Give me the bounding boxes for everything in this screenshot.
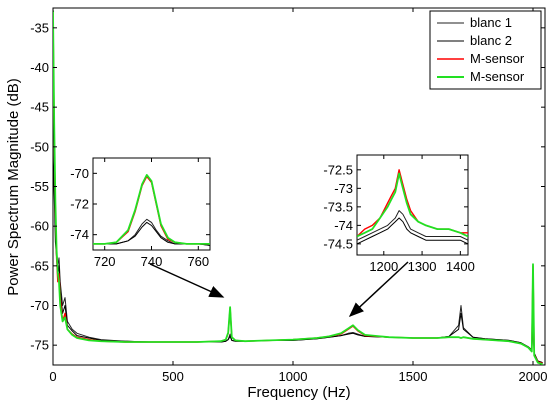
main-y-tick-label: -55	[30, 179, 49, 194]
inset-left-x-tick-label: 740	[141, 254, 163, 269]
inset-left-chart: 720 740 760 -70 -72 -74	[70, 157, 211, 269]
main-y-tick-label: -35	[30, 20, 49, 35]
inset-left-x-tick-label: 720	[94, 254, 116, 269]
main-x-tick-label: 1000	[279, 369, 308, 384]
inset-left-y-tick-label: -74	[70, 227, 89, 242]
main-y-tick-label: -60	[30, 219, 49, 234]
main-series-3-m-sensor-line	[53, 10, 543, 365]
inset-right-y-tick-label: -74.5	[323, 236, 353, 251]
inset-left-series-group	[93, 173, 210, 246]
y-axis-label: Power Spectrum Magnitude (dB)	[5, 78, 22, 296]
inset-right-y-tick-label: -73.5	[323, 199, 353, 214]
inset-right-x-tick-label: 1300	[408, 259, 437, 274]
inset-left-x-tick-label: 760	[187, 254, 209, 269]
inset-left-plot-area	[92, 157, 211, 251]
main-y-tick-label: -50	[30, 139, 49, 154]
inset-left-y-tick-label: -72	[70, 197, 89, 212]
inset-right-x-tick-label: 1200	[369, 259, 398, 274]
inset-left-series-3-m-sensor-line	[93, 173, 210, 245]
inset-right-y-tick-label: -73	[334, 181, 353, 196]
inset-right-plot-area	[356, 154, 469, 256]
inset-right-chart: 1200 1300 1400 -72.5 -73 -73.5 -74 -74.5	[323, 154, 475, 274]
inset-left-axis-ticks: 720 740 760 -70 -72 -74	[70, 158, 210, 269]
main-y-tick-label: -65	[30, 258, 49, 273]
main-x-tick-label: 2000	[519, 369, 548, 384]
inset-right-series-0-blanc-1-line	[357, 210, 468, 241]
x-axis-label: Frequency (Hz)	[247, 384, 350, 401]
inset-right-series-group	[357, 169, 468, 245]
legend-label-m-sensor-green: M-sensor	[470, 69, 525, 84]
main-y-tick-label: -70	[30, 298, 49, 313]
inset-right-y-tick-label: -72.5	[323, 162, 353, 177]
legend-label-blanc-2: blanc 2	[470, 33, 512, 48]
main-y-tick-label: -45	[30, 100, 49, 115]
main-y-tick-label: -40	[30, 60, 49, 75]
inset-right-series-3-m-sensor-line	[357, 172, 468, 238]
inset-right-axis-ticks: 1200 1300 1400 -72.5 -73 -73.5 -74 -74.5	[323, 155, 475, 274]
legend: blanc 1 blanc 2 M-sensor M-sensor	[429, 10, 542, 90]
inset-right-series-1-blanc-2-line	[357, 217, 468, 245]
main-y-tick-label: -75	[30, 338, 49, 353]
main-axis-ticks: 0 500 1000 1500 2000 -35 -40 -45 -50 -55 -60 -65 -70…	[30, 8, 547, 384]
main-x-tick-label: 500	[162, 369, 184, 384]
legend-label-blanc-1: blanc 1	[470, 15, 512, 30]
main-x-tick-label: 1500	[399, 369, 428, 384]
main-series-group	[53, 10, 543, 365]
main-x-tick-label: 0	[49, 369, 56, 384]
inset-right-x-tick-label: 1400	[446, 259, 475, 274]
annotation-arrow-left	[149, 263, 225, 298]
annotation-arrow-right	[348, 261, 409, 318]
inset-right-y-tick-label: -74	[334, 218, 353, 233]
legend-label-m-sensor-red: M-sensor	[470, 51, 525, 66]
inset-left-y-tick-label: -70	[70, 166, 89, 181]
